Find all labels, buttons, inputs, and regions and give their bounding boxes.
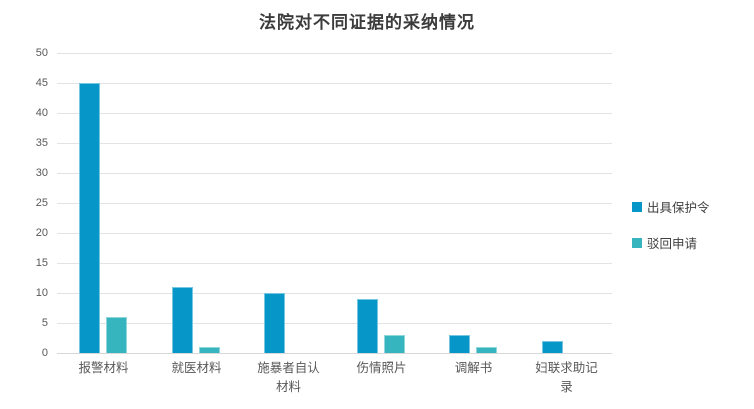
legend-label: 驳回申请 — [647, 237, 698, 251]
x-category-label-6: 妇联求助记 录 — [535, 361, 598, 394]
y-tick-label-25: 25 — [35, 197, 48, 209]
legend-item-2: 驳回申请 — [632, 233, 710, 252]
y-tick-label-10: 10 — [35, 287, 48, 299]
gridline-30 — [57, 172, 612, 174]
x-axis-line — [57, 352, 612, 354]
bar-series2-cat2 — [199, 347, 220, 353]
chart-title: 法院对不同证据的采纳情况 — [259, 13, 475, 32]
legend-swatch-icon — [632, 237, 642, 248]
gridline-50 — [57, 52, 612, 54]
y-tick-label-35: 35 — [35, 137, 48, 149]
x-category-label-2: 就医材料 — [171, 361, 222, 375]
y-tick-label-15: 15 — [35, 257, 48, 269]
gridline-35 — [57, 142, 612, 144]
bar-series1-cat3 — [264, 293, 285, 353]
bar-series1-cat2 — [172, 287, 193, 353]
gridline-5 — [57, 322, 612, 324]
gridline-45 — [57, 82, 612, 84]
y-tick-label-45: 45 — [35, 77, 48, 89]
bar-series2-cat5 — [476, 347, 497, 353]
bar-series2-cat1 — [106, 317, 127, 353]
plot-area — [57, 52, 612, 354]
y-tick-label-0: 0 — [41, 347, 48, 359]
y-tick-label-20: 20 — [35, 227, 48, 239]
y-tick-label-5: 5 — [41, 317, 48, 329]
y-tick-label-30: 30 — [35, 167, 48, 179]
legend-swatch-icon — [632, 201, 642, 212]
gridline-15 — [57, 262, 612, 264]
x-category-label-3: 施暴者自认 材料 — [257, 361, 320, 394]
gridline-10 — [57, 292, 612, 294]
y-tick-label-50: 50 — [35, 47, 48, 59]
chart-legend: 出具保护令 驳回申请 — [632, 197, 710, 252]
gridline-20 — [57, 232, 612, 234]
bar-series1-cat5 — [449, 335, 470, 353]
gridline-40 — [57, 112, 612, 114]
bar-series2-cat4 — [384, 335, 405, 353]
x-category-label-4: 伤情照片 — [356, 361, 407, 375]
x-category-label-5: 调解书 — [454, 361, 493, 375]
gridline-25 — [57, 202, 612, 204]
legend-item-1: 出具保护令 — [632, 197, 710, 216]
y-tick-label-40: 40 — [35, 107, 48, 119]
legend-label: 出具保护令 — [647, 201, 710, 215]
bar-series1-cat1 — [79, 83, 100, 353]
bar-series1-cat6 — [542, 341, 563, 353]
x-category-label-1: 报警材料 — [78, 361, 129, 375]
bar-series1-cat4 — [357, 299, 378, 353]
